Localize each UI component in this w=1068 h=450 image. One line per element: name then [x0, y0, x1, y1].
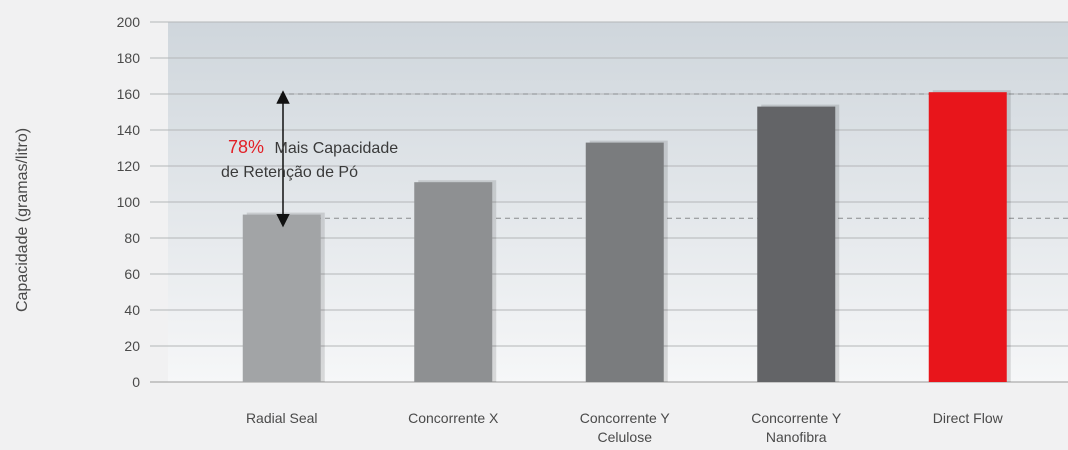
bars: [242, 90, 1011, 382]
bar: [928, 92, 1007, 382]
y-tick-label: 20: [124, 338, 140, 354]
x-tick-label: Radial Seal: [246, 410, 318, 426]
y-tick-label: 180: [117, 50, 141, 66]
x-axis-labels: Radial Seal Concorrente X Concorrente Y Cel…: [246, 410, 1004, 445]
y-tick-label: 40: [124, 302, 140, 318]
x-tick-label: Direct Flow: [933, 410, 1004, 426]
y-tick-label: 80: [124, 230, 140, 246]
x-tick-label: Concorrente X: [408, 410, 499, 426]
bar: [414, 182, 493, 382]
annotation-line1: 78% Mais Capacidade: [228, 137, 398, 157]
bar: [585, 142, 664, 382]
y-tick-label: 160: [117, 86, 141, 102]
annotation-text-1: Mais Capacidade: [274, 140, 398, 157]
annotation-percent: 78%: [228, 137, 264, 157]
y-axis-ticks: 0 20 40 60 80 100 120 140 160 180 200: [117, 14, 141, 390]
y-tick-label: 140: [117, 122, 141, 138]
annotation: 78% Mais Capacidade de Retenção de Pó: [221, 90, 398, 228]
y-axis-label: Capacidade (gramas/litro): [14, 128, 31, 312]
y-tick-label: 60: [124, 266, 140, 282]
y-tick-label: 200: [117, 14, 141, 30]
y-tick-label: 100: [117, 194, 141, 210]
x-tick-label: Concorrente Y Celulose: [580, 410, 671, 445]
bar: [757, 106, 836, 382]
y-tick-label: 0: [132, 374, 140, 390]
bar: [242, 214, 321, 382]
x-tick-label: Concorrente Y Nanofibra: [751, 410, 842, 445]
y-tick-label: 120: [117, 158, 141, 174]
annotation-line2: de Retenção de Pó: [221, 164, 358, 181]
